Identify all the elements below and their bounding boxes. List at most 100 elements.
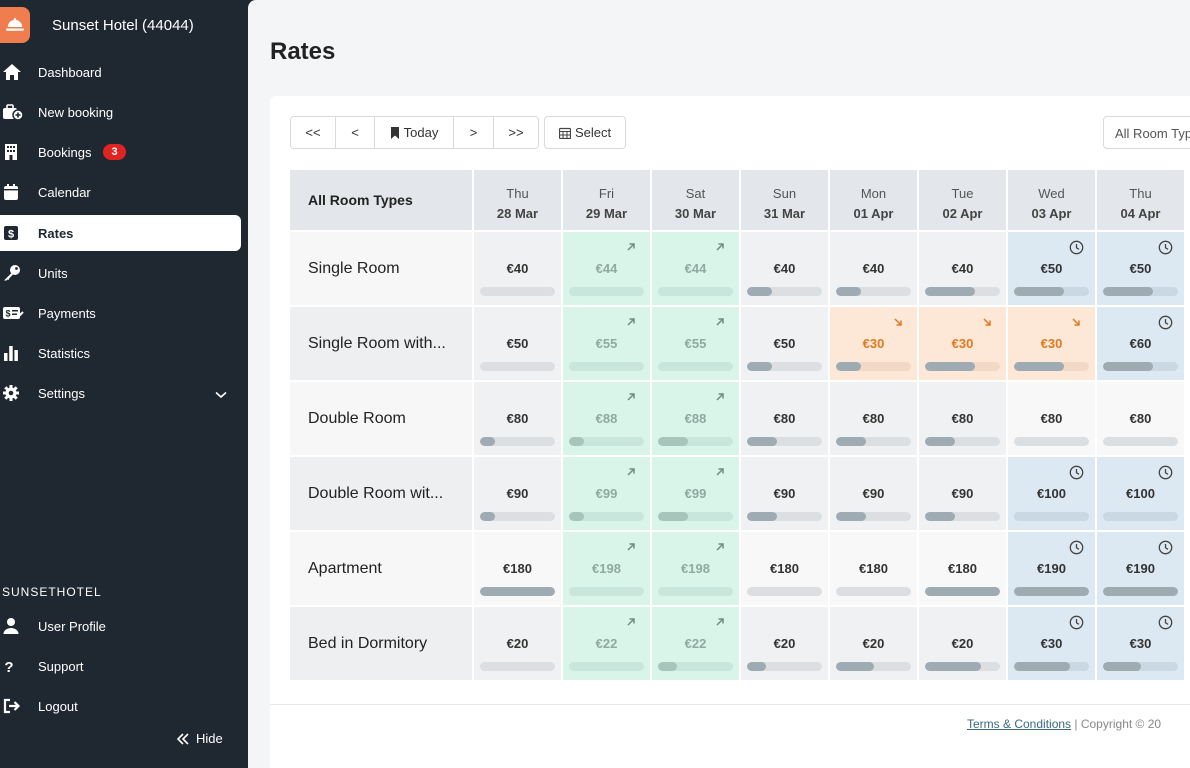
sidebar-item-statistics[interactable]: Statistics <box>0 335 241 371</box>
rate-cell[interactable]: €60 <box>1097 307 1184 380</box>
rate-price: €90 <box>862 486 885 501</box>
day-header[interactable]: Sun 31 Mar <box>741 170 828 230</box>
rate-cell[interactable]: €30 <box>1097 607 1184 680</box>
rate-cell[interactable]: €99 <box>652 457 739 530</box>
sidebar-item-new-booking[interactable]: New booking <box>0 94 241 130</box>
sidebar-item-units[interactable]: Units <box>0 255 241 291</box>
rate-cell[interactable]: €90 <box>741 457 828 530</box>
rate-cell[interactable]: €44 <box>652 232 739 305</box>
terms-link[interactable]: Terms & Conditions <box>967 717 1072 731</box>
rate-cell[interactable]: €90 <box>830 457 917 530</box>
day-header[interactable]: Fri 29 Mar <box>563 170 650 230</box>
rate-cell[interactable]: €22 <box>652 607 739 680</box>
rate-cell[interactable]: €44 <box>563 232 650 305</box>
rate-cell[interactable]: €90 <box>919 457 1006 530</box>
rate-cell[interactable]: €88 <box>652 382 739 455</box>
rate-cell[interactable]: €90 <box>474 457 561 530</box>
rate-price: €99 <box>684 486 707 501</box>
room-type-name[interactable]: Double Room <box>290 382 472 455</box>
sidebar-item-bookings[interactable]: Bookings 3 <box>0 134 241 170</box>
rate-price: €50 <box>1040 261 1063 276</box>
occupancy-bar <box>925 587 1000 596</box>
occupancy-fill <box>480 512 495 521</box>
day-header[interactable]: Thu 04 Apr <box>1097 170 1184 230</box>
rate-cell[interactable]: €50 <box>741 307 828 380</box>
day-header[interactable]: Mon 01 Apr <box>830 170 917 230</box>
rate-cell[interactable]: €55 <box>563 307 650 380</box>
rate-cell[interactable]: €198 <box>652 532 739 605</box>
rate-cell[interactable]: €80 <box>741 382 828 455</box>
room-type-select[interactable]: All Room Types <box>1103 116 1190 149</box>
clock-icon <box>1158 240 1173 255</box>
rate-cell[interactable]: €22 <box>563 607 650 680</box>
rate-price: €40 <box>506 261 529 276</box>
prev-button[interactable]: < <box>336 117 375 148</box>
rate-cell[interactable]: €40 <box>741 232 828 305</box>
occupancy-bar <box>747 512 822 521</box>
sidebar-item-calendar[interactable]: Calendar <box>0 174 241 210</box>
rate-cell[interactable]: €55 <box>652 307 739 380</box>
occupancy-bar <box>747 662 822 671</box>
rate-cell[interactable]: €30 <box>830 307 917 380</box>
sidebar-item-rates[interactable]: $ Rates <box>0 215 241 251</box>
rate-cell[interactable]: €180 <box>741 532 828 605</box>
rate-cell[interactable]: €40 <box>919 232 1006 305</box>
sidebar-item-logout[interactable]: Logout <box>0 688 241 724</box>
rate-cell[interactable]: €30 <box>1008 307 1095 380</box>
day-header[interactable]: Sat 30 Mar <box>652 170 739 230</box>
select-button[interactable]: Select <box>544 116 627 149</box>
sidebar-item-label: Calendar <box>38 184 91 200</box>
sidebar-item-settings[interactable]: Settings <box>0 375 241 411</box>
rate-cell[interactable]: €40 <box>474 232 561 305</box>
occupancy-fill <box>569 437 584 446</box>
rate-cell[interactable]: €40 <box>830 232 917 305</box>
rate-cell[interactable]: €198 <box>563 532 650 605</box>
rate-price: €30 <box>862 336 885 351</box>
rate-cell[interactable]: €180 <box>830 532 917 605</box>
room-type-name[interactable]: Single Room with... <box>290 307 472 380</box>
room-type-name[interactable]: Single Room <box>290 232 472 305</box>
rate-cell[interactable]: €50 <box>474 307 561 380</box>
room-type-name[interactable]: Apartment <box>290 532 472 605</box>
rate-price: €40 <box>951 261 974 276</box>
room-type-name[interactable]: Double Room wit... <box>290 457 472 530</box>
rate-cell[interactable]: €50 <box>1097 232 1184 305</box>
first-page-button[interactable]: << <box>291 117 336 148</box>
rate-cell[interactable]: €88 <box>563 382 650 455</box>
day-header[interactable]: Tue 02 Apr <box>919 170 1006 230</box>
rate-cell[interactable]: €30 <box>919 307 1006 380</box>
hide-sidebar-button[interactable]: Hide <box>176 731 223 746</box>
day-header[interactable]: Wed 03 Apr <box>1008 170 1095 230</box>
today-button[interactable]: Today <box>375 117 454 148</box>
rate-cell[interactable]: €99 <box>563 457 650 530</box>
rate-cell[interactable]: €30 <box>1008 607 1095 680</box>
rate-cell[interactable]: €180 <box>919 532 1006 605</box>
rate-cell[interactable]: €80 <box>919 382 1006 455</box>
rate-cell[interactable]: €20 <box>919 607 1006 680</box>
rate-cell[interactable]: €190 <box>1097 532 1184 605</box>
sidebar-item-support[interactable]: ? Support <box>0 648 241 684</box>
rate-cell[interactable]: €20 <box>830 607 917 680</box>
rate-cell[interactable]: €20 <box>474 607 561 680</box>
sidebar-item-dashboard[interactable]: Dashboard <box>0 54 241 90</box>
rate-cell[interactable]: €50 <box>1008 232 1095 305</box>
next-button[interactable]: > <box>454 117 494 148</box>
room-type-name[interactable]: Bed in Dormitory <box>290 607 472 680</box>
occupancy-bar <box>1014 362 1089 371</box>
day-header[interactable]: Thu 28 Mar <box>474 170 561 230</box>
rate-cell[interactable]: €80 <box>1008 382 1095 455</box>
rate-cell[interactable]: €80 <box>474 382 561 455</box>
rate-cell[interactable]: €100 <box>1008 457 1095 530</box>
occupancy-fill <box>747 362 772 371</box>
sidebar-item-payments[interactable]: $ Payments <box>0 295 241 331</box>
rate-cell[interactable]: €20 <box>741 607 828 680</box>
arrow-up-right-icon <box>713 465 727 479</box>
rate-cell[interactable]: €80 <box>1097 382 1184 455</box>
sidebar-item-user-profile[interactable]: User Profile <box>0 608 241 644</box>
brand-header[interactable]: Sunset Hotel (44044) <box>0 6 248 44</box>
rate-cell[interactable]: €100 <box>1097 457 1184 530</box>
last-page-button[interactable]: >> <box>494 117 538 148</box>
rate-cell[interactable]: €180 <box>474 532 561 605</box>
rate-cell[interactable]: €80 <box>830 382 917 455</box>
rate-cell[interactable]: €190 <box>1008 532 1095 605</box>
